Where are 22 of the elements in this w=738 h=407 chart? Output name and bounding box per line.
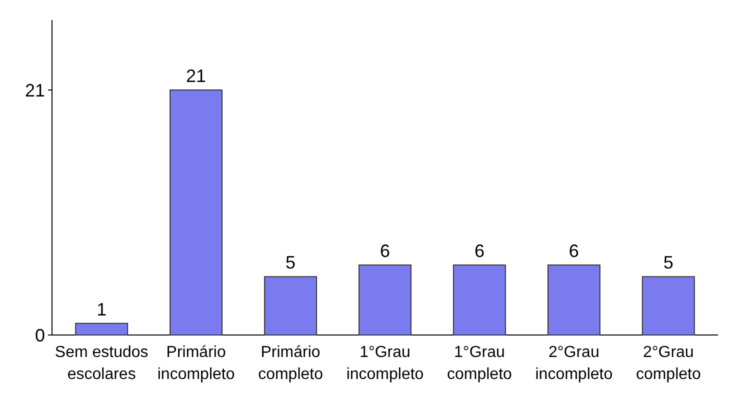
data-label: 1 bbox=[96, 299, 107, 320]
bar bbox=[358, 264, 412, 336]
x-tick-label: Primário completo bbox=[258, 344, 324, 383]
bar bbox=[452, 264, 506, 336]
x-tick-label: Sem estudos escolares bbox=[54, 344, 148, 383]
data-label: 21 bbox=[186, 66, 206, 86]
bar bbox=[547, 264, 600, 336]
data-label: 6 bbox=[568, 241, 579, 261]
data-label: 5 bbox=[286, 252, 296, 273]
x-tick-label: 2°Grau completo bbox=[636, 344, 701, 383]
data-label: 5 bbox=[663, 252, 674, 273]
data-label: 6 bbox=[380, 241, 390, 261]
x-tick-label: Primário incompleto bbox=[157, 344, 235, 383]
bar bbox=[642, 276, 695, 336]
x-tick-label: 1°Grau completo bbox=[447, 344, 512, 383]
bar bbox=[75, 322, 128, 336]
x-tick-label: 2°Grau incompleto bbox=[535, 344, 613, 383]
x-tick-label: 1°Grau incompleto bbox=[346, 344, 424, 383]
bar bbox=[170, 90, 223, 336]
bar bbox=[264, 276, 318, 336]
y-tick-label: 0 bbox=[34, 325, 45, 346]
data-label: 6 bbox=[474, 241, 484, 261]
